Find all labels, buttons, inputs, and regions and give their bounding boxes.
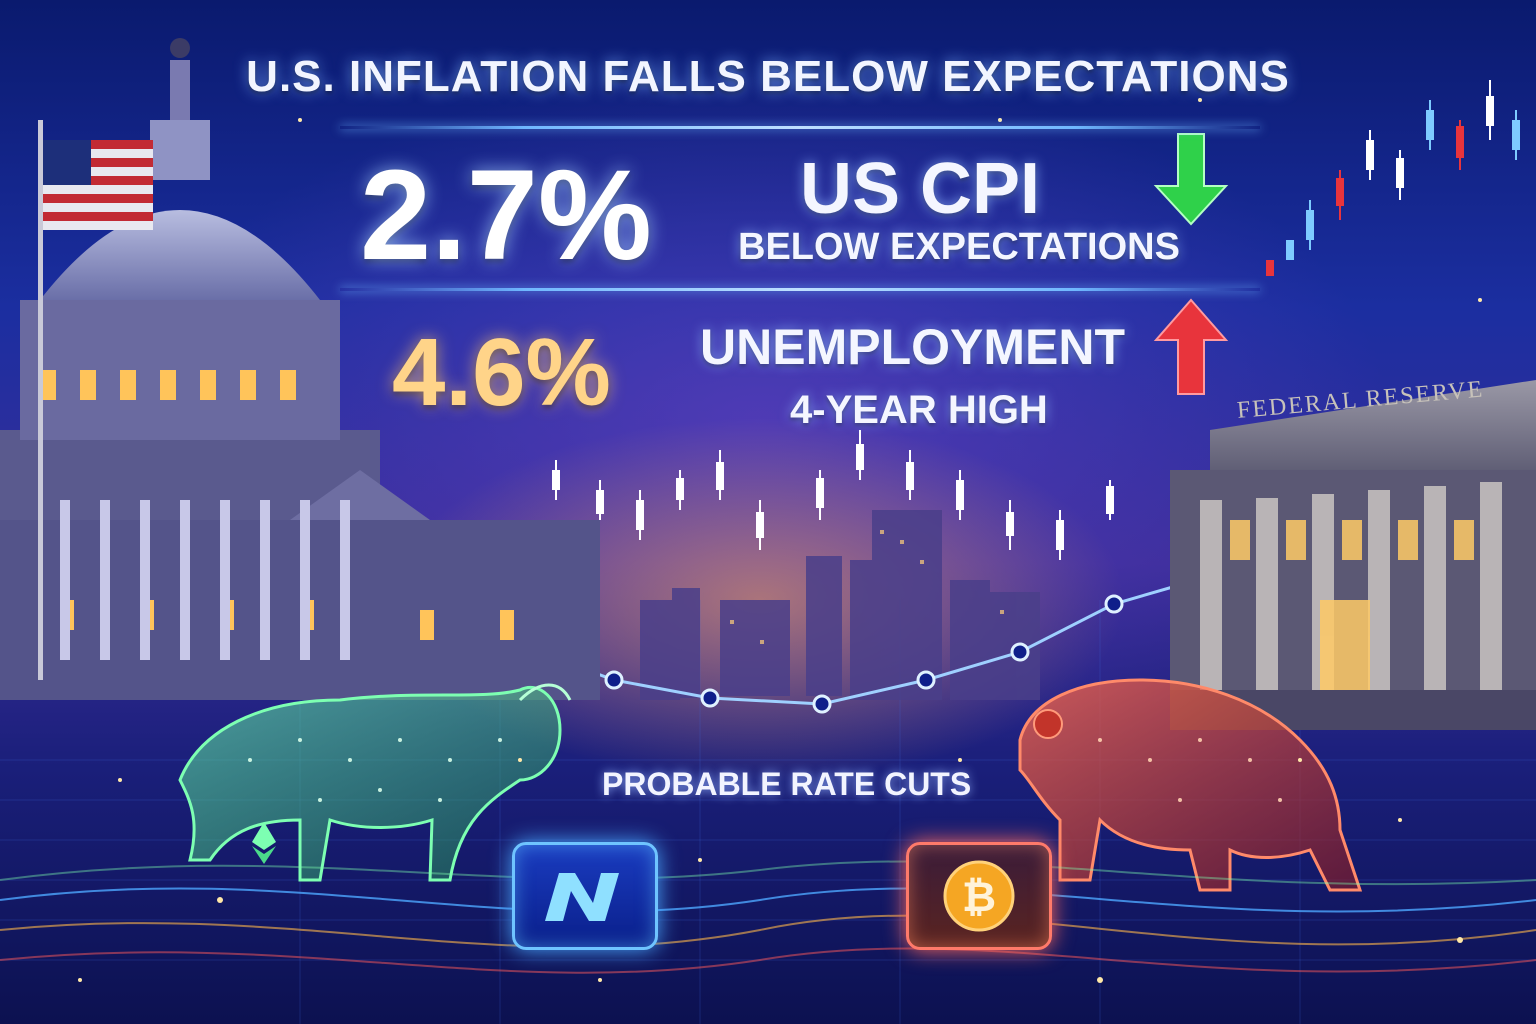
light-streams	[0, 860, 1536, 974]
federal-reserve-building-icon	[1170, 380, 1536, 730]
bitcoin-glyph: ₿	[943, 860, 1015, 932]
unemployment-label: UNEMPLOYMENT	[700, 319, 1125, 375]
unemployment-value: 4.6%	[392, 319, 611, 426]
divider-middle	[340, 288, 1260, 291]
nexo-logo-icon	[512, 842, 658, 950]
up-arrow-icon	[1153, 298, 1229, 395]
candlestick-chart-icon	[552, 430, 1114, 560]
city-skyline	[640, 510, 1040, 700]
skyline-lights	[730, 530, 1004, 644]
cpi-label: US CPI	[800, 149, 1041, 229]
us-flag-icon	[38, 120, 153, 680]
ethereum-icon	[252, 822, 276, 864]
bear-icon	[1018, 678, 1363, 892]
unemployment-sublabel: 4-YEAR HIGH	[790, 388, 1048, 432]
down-arrow-icon	[1153, 133, 1229, 226]
headline: U.S. INFLATION FALLS BELOW EXPECTATIONS	[246, 52, 1290, 101]
nexo-logo-glyph	[545, 873, 619, 921]
cpi-value: 2.7%	[360, 144, 652, 287]
capitol-building-icon	[0, 38, 600, 700]
divider-top	[340, 126, 1260, 129]
candlestick-chart-icon	[1266, 80, 1520, 276]
bull-icon	[178, 683, 572, 882]
rate-cuts-caption: PROBABLE RATE CUTS	[602, 766, 972, 802]
svg-text:₿: ₿	[962, 872, 996, 921]
bitcoin-icon: ₿	[906, 842, 1052, 950]
cpi-sublabel: BELOW EXPECTATIONS	[738, 226, 1180, 268]
sparkles	[78, 98, 1482, 983]
